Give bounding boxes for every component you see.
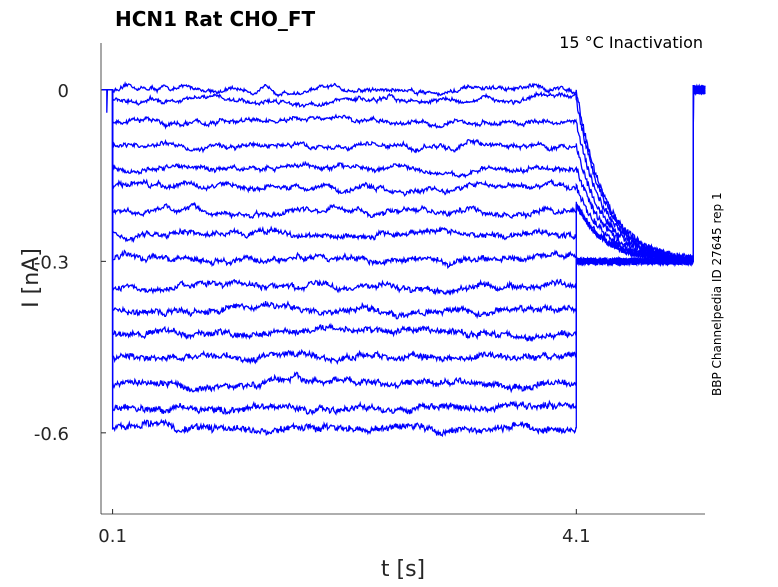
current-trace-2 bbox=[102, 85, 706, 264]
current-trace-4 bbox=[102, 85, 706, 264]
current-trace-5 bbox=[102, 85, 706, 264]
current-trace-10 bbox=[102, 85, 706, 320]
y-tick-label: 0 bbox=[58, 81, 69, 102]
current-trace-8 bbox=[102, 85, 706, 270]
chart-subtitle: 15 °C Inactivation bbox=[559, 33, 703, 52]
chart-title: HCN1 Rat CHO_FT bbox=[115, 7, 316, 31]
current-trace-14 bbox=[102, 85, 706, 416]
current-trace-1 bbox=[102, 84, 706, 263]
y-axis-label: I [nA] bbox=[19, 248, 44, 308]
x-tick-label: 0.1 bbox=[98, 526, 127, 547]
y-tick-label: -0.3 bbox=[34, 252, 69, 273]
y-tick-label: -0.6 bbox=[34, 424, 69, 445]
x-axis-label: t [s] bbox=[381, 557, 425, 582]
current-trace-3 bbox=[102, 85, 706, 264]
current-trace-0 bbox=[102, 81, 706, 263]
x-tick-label: 4.1 bbox=[562, 526, 591, 547]
side-label: BBP Channelpedia ID 27645 rep 1 bbox=[710, 192, 724, 396]
current-trace-15 bbox=[102, 85, 706, 438]
